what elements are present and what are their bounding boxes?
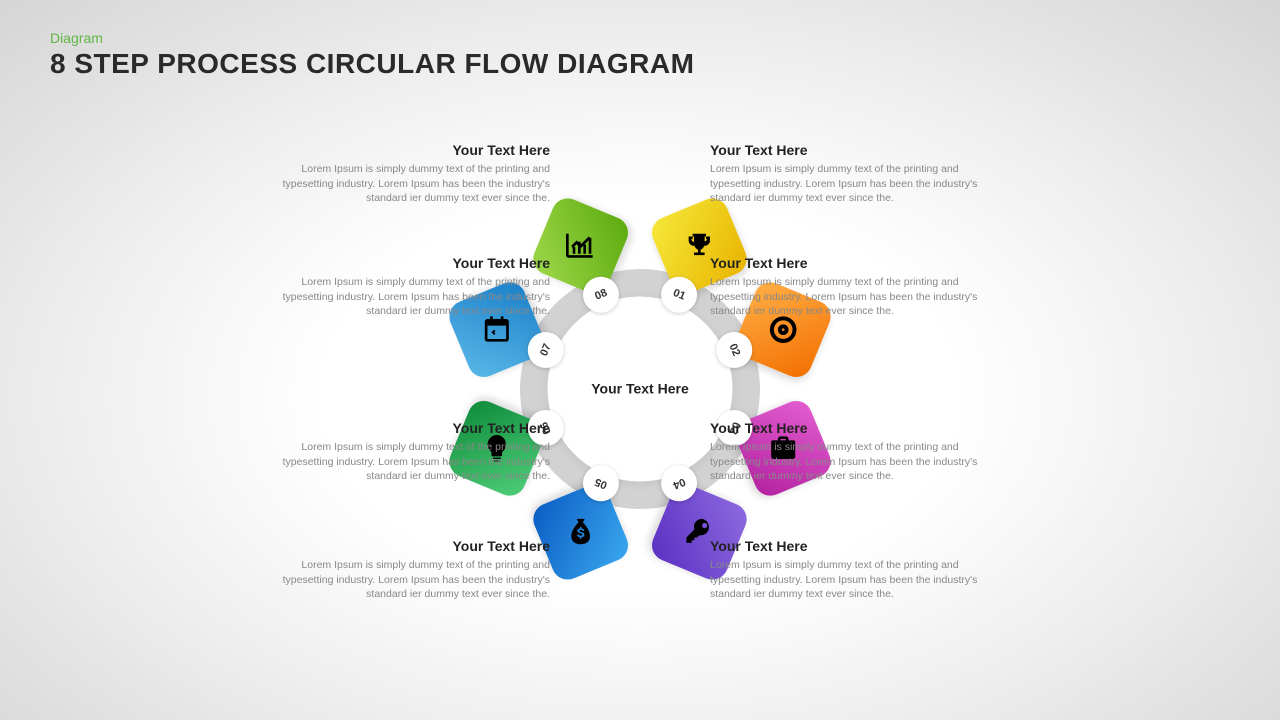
step-number-01: 01: [661, 277, 697, 313]
step-body: Lorem Ipsum is simply dummy text of the …: [710, 162, 1010, 206]
step-text-05: Your Text Here Lorem Ipsum is simply dumm…: [250, 538, 550, 602]
step-number-08: 08: [583, 277, 619, 313]
chart-icon: [565, 230, 597, 262]
category-label: Diagram: [50, 30, 694, 46]
step-text-08: Your Text Here Lorem Ipsum is simply dumm…: [250, 142, 550, 206]
step-heading: Your Text Here: [710, 255, 1010, 271]
step-body: Lorem Ipsum is simply dummy text of the …: [710, 440, 1010, 484]
step-text-06: Your Text Here Lorem Ipsum is simply dumm…: [250, 420, 550, 484]
step-text-01: Your Text Here Lorem Ipsum is simply dumm…: [710, 142, 1010, 206]
step-heading: Your Text Here: [250, 420, 550, 436]
step-body: Lorem Ipsum is simply dummy text of the …: [250, 275, 550, 319]
step-heading: Your Text Here: [710, 420, 1010, 436]
step-number-05: 05: [583, 465, 619, 501]
page-title: 8 STEP PROCESS CIRCULAR FLOW DIAGRAM: [50, 48, 694, 80]
step-number-04: 04: [661, 465, 697, 501]
step-body: Lorem Ipsum is simply dummy text of the …: [250, 440, 550, 484]
step-text-03: Your Text Here Lorem Ipsum is simply dumm…: [710, 420, 1010, 484]
step-text-02: Your Text Here Lorem Ipsum is simply dumm…: [710, 255, 1010, 319]
step-heading: Your Text Here: [250, 142, 550, 158]
moneybag-icon: [565, 516, 597, 548]
step-heading: Your Text Here: [710, 538, 1010, 554]
step-body: Lorem Ipsum is simply dummy text of the …: [250, 162, 550, 206]
step-heading: Your Text Here: [250, 255, 550, 271]
step-text-04: Your Text Here Lorem Ipsum is simply dumm…: [710, 538, 1010, 602]
step-body: Lorem Ipsum is simply dummy text of the …: [250, 558, 550, 602]
step-body: Lorem Ipsum is simply dummy text of the …: [710, 275, 1010, 319]
step-heading: Your Text Here: [250, 538, 550, 554]
step-heading: Your Text Here: [710, 142, 1010, 158]
step-text-07: Your Text Here Lorem Ipsum is simply dumm…: [250, 255, 550, 319]
step-number-07: 07: [528, 332, 564, 368]
diagram-center: Your Text Here: [548, 296, 733, 481]
step-body: Lorem Ipsum is simply dummy text of the …: [710, 558, 1010, 602]
step-number-02: 02: [716, 332, 752, 368]
